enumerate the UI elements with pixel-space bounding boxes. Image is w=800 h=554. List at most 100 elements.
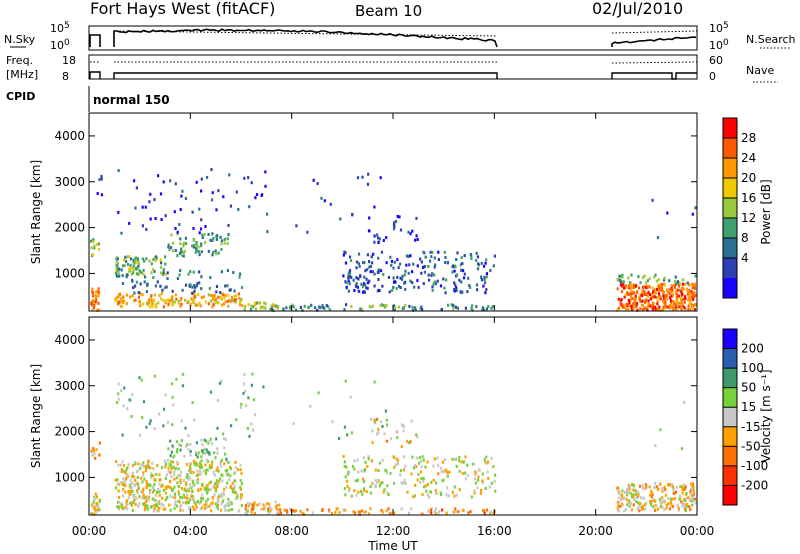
heatmap-cell bbox=[460, 256, 463, 260]
heatmap-cell bbox=[160, 484, 163, 488]
heatmap-cell bbox=[677, 507, 680, 511]
heatmap-cell bbox=[176, 448, 179, 451]
heatmap-cell bbox=[689, 308, 692, 312]
heatmap-cell bbox=[422, 458, 425, 462]
heatmap-cell bbox=[162, 503, 165, 507]
heatmap-cell bbox=[468, 284, 471, 287]
heatmap-cell bbox=[347, 289, 350, 293]
cpid-label: CPID bbox=[6, 90, 35, 103]
heatmap-cell bbox=[204, 463, 207, 467]
heatmap-cell bbox=[216, 507, 219, 511]
heatmap-cell bbox=[684, 297, 687, 301]
heatmap-cell bbox=[149, 488, 152, 492]
heatmap-cell bbox=[664, 300, 667, 304]
heatmap-cell bbox=[196, 500, 200, 503]
heatmap-cell bbox=[122, 469, 125, 473]
heatmap-cell bbox=[200, 438, 203, 442]
heatmap-cell bbox=[635, 500, 638, 504]
heatmap-cell bbox=[197, 250, 200, 254]
heatmap-cell bbox=[399, 262, 402, 266]
heatmap-cell bbox=[243, 307, 246, 311]
colorbar-swatch bbox=[723, 465, 737, 486]
heatmap-cell bbox=[663, 278, 666, 282]
heatmap-cell bbox=[415, 216, 418, 220]
heatmap-cell bbox=[154, 284, 157, 288]
heatmap-cell bbox=[184, 496, 187, 500]
heatmap-cell bbox=[171, 495, 174, 499]
heatmap-cell bbox=[462, 276, 466, 280]
heatmap-cell bbox=[667, 502, 670, 506]
heatmap-cell bbox=[239, 497, 242, 501]
heatmap-cell bbox=[662, 305, 665, 309]
heatmap-cell bbox=[493, 254, 496, 258]
heatmap-cell bbox=[121, 274, 124, 278]
heatmap-cell bbox=[115, 296, 118, 300]
heatmap-cell bbox=[167, 466, 170, 470]
ytick-label-0: 1000 bbox=[54, 470, 85, 484]
heatmap-cell bbox=[345, 303, 348, 307]
heatmap-cell bbox=[227, 497, 230, 501]
heatmap-cell bbox=[204, 472, 208, 475]
heatmap-cell bbox=[161, 466, 164, 470]
heatmap-cell bbox=[258, 301, 261, 305]
heatmap-cell bbox=[413, 285, 416, 289]
heatmap-cell bbox=[373, 240, 376, 244]
heatmap-cell bbox=[226, 284, 229, 288]
heatmap-cell bbox=[166, 458, 169, 462]
heatmap-cell bbox=[145, 290, 148, 294]
heatmap-cell bbox=[215, 208, 218, 212]
heatmap-cell bbox=[191, 210, 194, 214]
heatmap-cell bbox=[227, 304, 230, 308]
heatmap-cell bbox=[342, 508, 345, 512]
x-axis-label: Time UT bbox=[367, 539, 418, 553]
heatmap-cell bbox=[124, 477, 128, 481]
heatmap-cell bbox=[250, 383, 253, 387]
heatmap-cell bbox=[641, 292, 644, 296]
heatmap-cell bbox=[143, 280, 146, 284]
heatmap-cell bbox=[226, 502, 229, 506]
heatmap-cell bbox=[205, 458, 208, 462]
colorbar-swatch bbox=[723, 387, 737, 408]
heatmap-cell bbox=[122, 300, 125, 304]
heatmap-cell bbox=[628, 285, 631, 289]
heatmap-cell bbox=[152, 474, 155, 478]
heatmap-cell bbox=[683, 504, 686, 508]
heatmap-cell bbox=[179, 478, 182, 482]
heatmap-cell bbox=[488, 512, 492, 516]
heatmap-cell bbox=[393, 221, 396, 225]
heatmap-cell bbox=[623, 286, 626, 290]
heatmap-cell bbox=[152, 258, 155, 262]
heatmap-cell bbox=[133, 179, 136, 183]
heatmap-cell bbox=[430, 511, 433, 515]
heatmap-cell bbox=[293, 509, 296, 513]
heatmap-cell bbox=[250, 510, 253, 514]
heatmap-cell bbox=[690, 302, 693, 306]
heatmap-cell bbox=[179, 208, 182, 211]
heatmap-cell bbox=[415, 465, 418, 468]
heatmap-cell bbox=[676, 288, 679, 292]
heatmap-cell bbox=[227, 223, 230, 227]
heatmap-cell bbox=[655, 287, 658, 291]
heatmap-cell bbox=[169, 464, 172, 468]
heatmap-cell bbox=[197, 245, 200, 249]
heatmap-cell bbox=[128, 267, 131, 271]
heatmap-cell bbox=[414, 238, 417, 242]
heatmap-cell bbox=[331, 420, 334, 424]
heatmap-cell bbox=[641, 504, 645, 508]
x-axis: 00:00 04:00 08:00 12:00 16:00 20:00 00:00 bbox=[72, 113, 714, 538]
heatmap-cell bbox=[203, 486, 206, 490]
heatmap-cell bbox=[151, 497, 154, 501]
heatmap-cell bbox=[644, 503, 647, 507]
heatmap-cell bbox=[650, 502, 653, 506]
heatmap-cell bbox=[220, 379, 223, 383]
heatmap-cell bbox=[663, 301, 666, 305]
heatmap-cell bbox=[210, 509, 213, 513]
heatmap-cell bbox=[652, 290, 655, 294]
heatmap-cell bbox=[249, 502, 252, 506]
heatmap-cell bbox=[226, 473, 229, 477]
heatmap-cell bbox=[220, 303, 224, 307]
heatmap-cell bbox=[348, 275, 351, 279]
heatmap-cell bbox=[655, 504, 658, 508]
heatmap-cell bbox=[466, 463, 469, 467]
heatmap-cell bbox=[624, 284, 627, 288]
